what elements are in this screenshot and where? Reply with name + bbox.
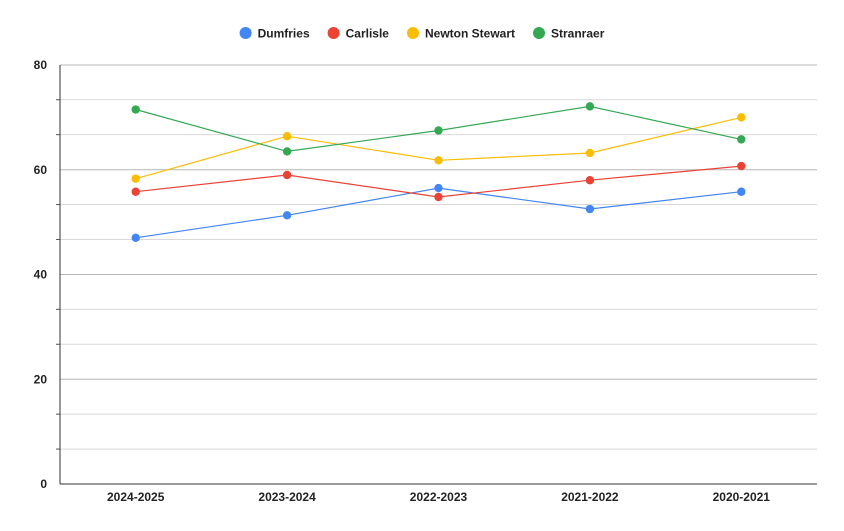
axes: 0 20 40 60 80 2024-2025 2023-2024 2022-2023 2021… [34,58,817,504]
data-point-stranraer[interactable] [434,126,443,135]
data-point-carlisle[interactable] [585,176,595,185]
data-point-carlisle[interactable] [282,170,292,180]
data-point-newton-stewart[interactable] [737,113,746,122]
series-line-carlisle [135,165,742,198]
y-tick-label: 60 [34,163,48,177]
data-point-dumfries[interactable] [131,233,140,243]
x-tick-label: 2023-2024 [258,490,316,504]
data-point-newton-stewart[interactable] [131,174,140,183]
data-point-dumfries[interactable] [737,187,746,196]
data-point-dumfries[interactable] [585,204,595,214]
data-point-stranraer[interactable] [131,105,140,114]
x-tick-label: 2021-2022 [561,490,619,504]
legend-marker [407,27,419,39]
x-tick-label: 2024-2025 [107,490,165,504]
legend-label: Stranraer [551,27,605,41]
data-point-newton-stewart[interactable] [282,132,292,141]
y-tick-label: 20 [34,372,48,386]
data-point-stranraer[interactable] [585,102,595,111]
data-point-stranraer[interactable] [737,135,746,144]
legend: Dumfries Carlisle Newton Stewart Stranraer [239,27,605,41]
series-layer [131,102,746,243]
data-point-carlisle[interactable] [131,187,140,196]
data-point-newton-stewart[interactable] [434,156,443,165]
data-point-stranraer[interactable] [282,147,292,156]
data-point-carlisle[interactable] [434,192,443,202]
grid-lines [60,64,817,450]
legend-label: Newton Stewart [425,27,515,41]
y-tick-label: 80 [34,58,48,72]
legend-item-carlisle[interactable]: Carlisle [327,27,390,41]
legend-marker [239,27,252,39]
legend-marker [533,27,545,39]
x-tick-label: 2020-2021 [713,490,771,504]
data-point-dumfries[interactable] [282,211,292,220]
data-point-newton-stewart[interactable] [585,148,595,158]
legend-label: Dumfries [258,27,310,41]
data-point-carlisle[interactable] [737,161,746,171]
legend-marker [327,27,340,39]
x-tick-label: 2022-2023 [410,490,468,504]
legend-item-newton-stewart[interactable]: Newton Stewart [407,27,515,41]
legend-label: Carlisle [346,27,390,41]
legend-item-dumfries[interactable]: Dumfries [239,27,310,41]
y-tick-label: 0 [40,477,47,491]
y-tick-label: 40 [34,268,48,282]
data-point-dumfries[interactable] [434,183,443,193]
legend-item-stranraer[interactable]: Stranraer [533,27,605,41]
